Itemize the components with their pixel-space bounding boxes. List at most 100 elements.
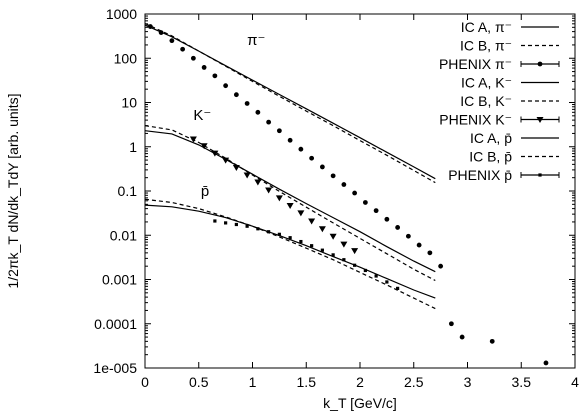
y-tick-label: 1e-005 bbox=[93, 360, 137, 376]
y-tick-label: 1000 bbox=[106, 6, 137, 22]
y-axis-title: 1/2πk_T dN/dk_TdY [arb. units] bbox=[5, 93, 21, 288]
data-point bbox=[232, 164, 240, 171]
data-point bbox=[448, 321, 454, 327]
data-point bbox=[384, 216, 390, 222]
data-point bbox=[267, 230, 271, 234]
legend-label: IC B, K⁻ bbox=[460, 93, 512, 109]
data-point bbox=[299, 239, 303, 244]
data-point bbox=[543, 360, 549, 366]
x-axis-title: k_T [GeV/c] bbox=[323, 395, 397, 411]
data-point bbox=[416, 242, 422, 248]
data-point bbox=[353, 263, 357, 267]
data-point bbox=[169, 38, 175, 44]
data-point bbox=[310, 244, 314, 248]
x-tick-label: 1.5 bbox=[297, 374, 317, 390]
data-point bbox=[385, 280, 389, 284]
data-point bbox=[341, 182, 347, 187]
data-point bbox=[319, 164, 325, 170]
data-point bbox=[298, 146, 304, 152]
legend-label: PHENIX p̄ bbox=[448, 167, 512, 183]
plot-points bbox=[147, 24, 549, 366]
data-point bbox=[288, 236, 292, 240]
data-point bbox=[342, 258, 346, 262]
data-point bbox=[340, 241, 348, 248]
x-tick-label: 2.5 bbox=[404, 374, 424, 390]
y-tick-label: 0.001 bbox=[102, 272, 137, 288]
legend-label: PHENIX π⁻ bbox=[439, 56, 512, 72]
data-point bbox=[329, 233, 337, 240]
series-line bbox=[144, 22, 436, 184]
data-point bbox=[266, 119, 272, 125]
data-point bbox=[351, 248, 359, 255]
data-point bbox=[318, 226, 326, 233]
legend-label: IC A, p̄ bbox=[470, 130, 512, 146]
data-point bbox=[180, 46, 186, 52]
data-point bbox=[374, 274, 378, 278]
data-point bbox=[286, 203, 294, 210]
legend-label: IC A, K⁻ bbox=[461, 75, 512, 91]
data-point bbox=[297, 210, 305, 217]
data-point bbox=[245, 224, 249, 228]
data-point bbox=[331, 253, 335, 257]
data-point bbox=[234, 222, 238, 227]
y-tick-label: 1 bbox=[129, 139, 137, 155]
series-line bbox=[144, 204, 436, 299]
y-tick-label: 100 bbox=[114, 50, 138, 66]
data-point bbox=[362, 200, 368, 205]
data-point bbox=[190, 55, 196, 61]
data-point bbox=[158, 30, 164, 35]
y-tick-label: 0.0001 bbox=[94, 316, 137, 332]
data-point bbox=[459, 334, 465, 340]
curve-label: π⁻ bbox=[247, 32, 265, 49]
data-point bbox=[243, 172, 251, 179]
data-point bbox=[287, 137, 293, 143]
data-point bbox=[352, 190, 358, 196]
data-point bbox=[363, 268, 367, 273]
y-tick-label: 10 bbox=[121, 95, 137, 111]
data-point bbox=[320, 248, 324, 252]
data-point bbox=[211, 150, 219, 157]
data-point bbox=[275, 195, 283, 202]
data-point bbox=[395, 225, 401, 230]
data-point bbox=[373, 208, 379, 214]
data-point bbox=[438, 263, 444, 269]
series-line bbox=[144, 198, 436, 310]
data-point bbox=[427, 250, 433, 256]
series-line bbox=[144, 24, 436, 180]
data-point bbox=[330, 173, 336, 179]
data-point bbox=[255, 109, 261, 115]
data-point bbox=[200, 143, 208, 150]
data-point bbox=[405, 233, 411, 239]
legend: IC A, π⁻ IC B, π⁻ PHENIX π⁻ IC A, K⁻ IC B, K… bbox=[439, 19, 560, 183]
x-tick-label: 4 bbox=[571, 374, 579, 390]
data-point bbox=[538, 173, 542, 177]
legend-label: IC B, p̄ bbox=[469, 149, 512, 165]
x-tick-label: 3 bbox=[464, 374, 472, 390]
data-point bbox=[213, 219, 217, 223]
data-point bbox=[309, 155, 315, 161]
data-point bbox=[189, 136, 197, 143]
x-tick-label: 2 bbox=[356, 374, 364, 390]
data-point bbox=[537, 61, 543, 67]
data-point bbox=[276, 128, 282, 134]
data-point bbox=[201, 65, 207, 70]
annotations: π⁻ K⁻ p̄ bbox=[193, 32, 265, 200]
data-point bbox=[254, 179, 262, 186]
legend-label: PHENIX K⁻ bbox=[439, 112, 512, 128]
data-point bbox=[308, 218, 316, 225]
axis-ticks: 0 0.5 1 1.5 2 2.5 3 3.5 4 1e-005 0.0001 0.001 0.01 0.… bbox=[93, 6, 579, 390]
y-tick-label: 0.01 bbox=[110, 227, 137, 243]
data-point bbox=[536, 117, 544, 123]
x-tick-label: 1 bbox=[249, 374, 257, 390]
data-point bbox=[244, 101, 250, 106]
curve-label: p̄ bbox=[201, 183, 209, 200]
data-point bbox=[222, 157, 230, 164]
data-point bbox=[277, 232, 281, 236]
data-point bbox=[489, 338, 495, 344]
x-tick-label: 0.5 bbox=[189, 374, 209, 390]
data-point bbox=[212, 73, 218, 79]
legend-label: IC B, π⁻ bbox=[460, 38, 512, 54]
data-point bbox=[265, 187, 273, 194]
x-tick-label: 3.5 bbox=[512, 374, 532, 390]
